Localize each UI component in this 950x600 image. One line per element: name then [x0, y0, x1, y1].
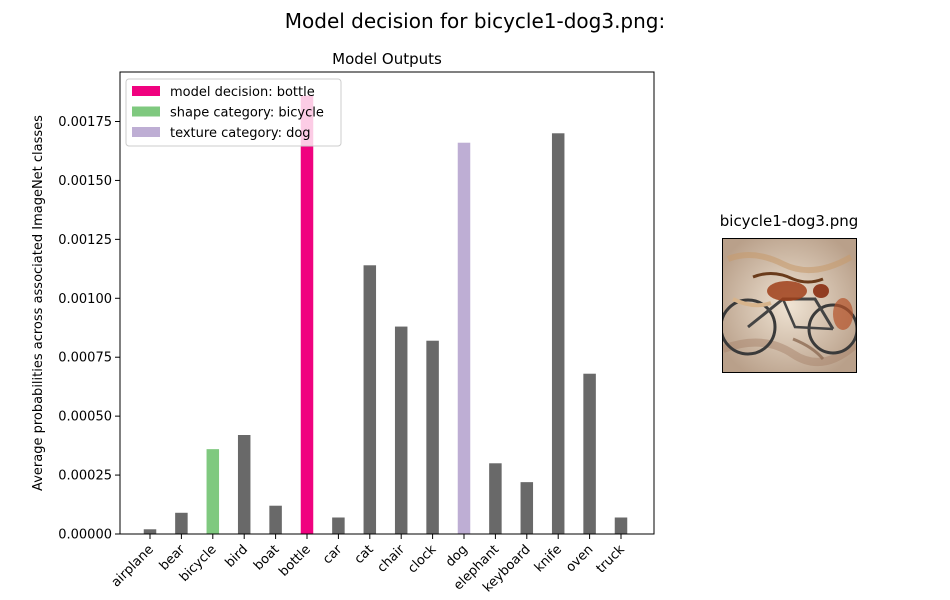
x-tick-label-airplane: airplane	[109, 542, 157, 590]
bar-airplane	[143, 529, 157, 534]
bar-car	[332, 517, 345, 534]
legend-swatch-shape_category	[132, 106, 160, 117]
y-tick-label: 0.00025	[58, 469, 112, 484]
bar-bottle	[300, 95, 314, 535]
x-tick-label-clock: clock	[405, 542, 440, 577]
bar-dog	[457, 142, 471, 534]
y-tick-label: 0.00150	[58, 174, 112, 189]
x-tick-label-bird: bird	[223, 542, 251, 570]
plot-area-frame	[119, 71, 655, 535]
figure-title: Model decision for bicycle1-dog3.png:	[285, 9, 665, 33]
legend-label-model_decision: model decision: bottle	[170, 85, 315, 100]
y-tick-label: 0.00125	[58, 233, 112, 248]
y-tick-label: 0.00000	[58, 528, 112, 543]
stimulus-image	[721, 238, 857, 373]
x-tick-label-truck: truck	[594, 542, 629, 577]
y-tick-label: 0.00050	[58, 410, 112, 425]
y-axis-ticks: 0.00000 0.00025 0.00050 0.00075 0.00100 0.001…	[58, 115, 120, 543]
bar-cat	[363, 265, 377, 534]
image-title: bicycle1-dog3.png	[719, 212, 859, 230]
bar-elephant	[489, 463, 502, 534]
x-tick-label-oven: oven	[563, 542, 596, 575]
bar-boat	[269, 505, 282, 534]
y-tick-label: 0.00075	[58, 351, 112, 366]
bar-bicycle	[206, 449, 220, 534]
bicycle-dog-texture-picture	[722, 239, 856, 372]
bar-clock	[426, 340, 439, 534]
x-tick-label-cat: cat	[352, 542, 377, 567]
y-tick-label: 0.00175	[58, 115, 112, 130]
legend-label-shape_category: shape category: bicycle	[170, 106, 324, 121]
bar-keyboard	[520, 482, 534, 534]
legend-box	[125, 78, 342, 147]
y-tick-label: 0.00100	[58, 292, 112, 307]
bar-bird	[237, 435, 251, 534]
chart-title: Model Outputs	[332, 50, 442, 68]
legend: model decision: bottle shape category: bi…	[125, 78, 342, 147]
bars-group	[143, 95, 628, 535]
y-axis-label: Average probabilities across associated …	[31, 115, 46, 491]
bar-chair	[394, 326, 408, 534]
legend-swatch-model_decision	[132, 86, 160, 96]
x-tick-label-car: car	[320, 542, 346, 568]
bar-bear	[175, 512, 188, 534]
legend-label-texture_category: texture category: dog	[170, 126, 311, 141]
x-tick-label-chair: chair	[375, 542, 409, 576]
bar-truck	[614, 517, 628, 534]
bar-oven	[583, 373, 596, 534]
legend-swatch-texture_category	[132, 127, 160, 137]
stimulus-image-panel: bicycle1-dog3.png	[706, 212, 872, 373]
x-tick-label-knife: knife	[532, 542, 565, 575]
x-tick-label-bottle: bottle	[276, 542, 313, 579]
bar-knife	[551, 133, 565, 535]
